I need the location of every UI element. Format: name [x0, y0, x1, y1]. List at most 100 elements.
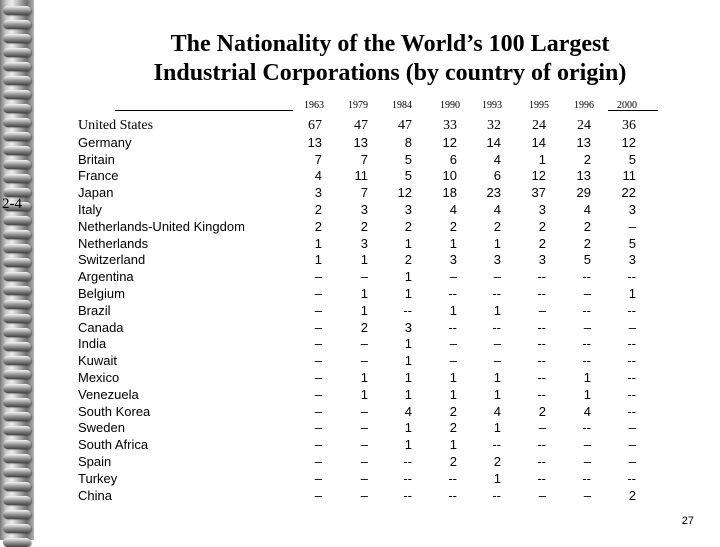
- table-cell: 2: [404, 218, 412, 234]
- binding-ring: [3, 412, 31, 421]
- year-header: 1990: [440, 100, 460, 111]
- table-cell: 2: [449, 420, 457, 436]
- table-cell: –: [583, 454, 591, 469]
- table-cell: –: [449, 353, 457, 369]
- table-cell: 5: [583, 252, 591, 268]
- table-cell: 2: [583, 218, 591, 234]
- table-cell: 1: [449, 437, 457, 453]
- table-cell: –: [628, 454, 636, 469]
- table-cell: 5: [628, 151, 636, 167]
- country-label: Britain: [78, 151, 115, 167]
- table-cell: --: [537, 336, 546, 352]
- binding-ring: [3, 468, 31, 477]
- table-cell: 3: [314, 185, 322, 201]
- table-cell: –: [538, 302, 546, 318]
- table-cell: –: [449, 269, 457, 285]
- table-cell: 8: [404, 134, 412, 150]
- table-cell: 1: [360, 252, 368, 268]
- binding-ring: [3, 300, 31, 309]
- table-cell: 5: [628, 235, 636, 251]
- table-cell: 12: [621, 134, 636, 150]
- year-header: 1963: [304, 100, 324, 111]
- binding-ring: [3, 454, 31, 463]
- table-cell: –: [628, 218, 636, 234]
- table-cell: 1: [404, 269, 412, 285]
- table-cell: 33: [443, 118, 457, 133]
- country-label: Japan: [78, 185, 114, 201]
- table-cell: 13: [307, 134, 322, 150]
- table-cell: 3: [628, 252, 636, 268]
- title-line-1: The Nationality of the World’s 100 Large…: [170, 31, 610, 57]
- table-cell: 4: [493, 202, 501, 217]
- table-cell: 1: [628, 286, 636, 301]
- table-cell: 2: [449, 218, 457, 234]
- table-cell: 18: [442, 185, 457, 201]
- table-cell: 1: [449, 370, 457, 385]
- table-cell: --: [582, 470, 591, 486]
- table-cell: 4: [583, 202, 591, 217]
- table-cell: 14: [486, 134, 501, 150]
- country-label: Spain: [78, 454, 112, 469]
- table-cell: --: [537, 470, 546, 486]
- table-cell: –: [628, 437, 636, 453]
- table-cell: 3: [538, 252, 546, 268]
- table-cell: –: [314, 353, 322, 369]
- country-label: Turkey: [78, 470, 118, 486]
- binding-ring: [3, 286, 31, 295]
- binding-ring: [3, 174, 31, 183]
- table-cell: --: [492, 437, 501, 453]
- table-cell: –: [360, 420, 368, 436]
- binding-ring: [3, 188, 31, 197]
- table-cell: –: [628, 420, 636, 436]
- table-cell: --: [403, 302, 412, 318]
- table-cell: –: [314, 470, 322, 486]
- table-cell: --: [448, 286, 457, 301]
- table-cell: –: [360, 487, 368, 503]
- table-cell: 36: [622, 118, 636, 133]
- header-rule-right: [608, 110, 658, 111]
- table-cell: 23: [486, 185, 501, 201]
- table-cell: 1: [583, 386, 591, 402]
- table-cell: 4: [404, 403, 412, 419]
- binding-ring: [3, 48, 31, 57]
- table-cell: 1: [449, 235, 457, 251]
- table-cell: 67: [308, 118, 322, 133]
- table-cell: –: [360, 403, 368, 419]
- table-cell: –: [314, 269, 322, 285]
- table-cell: --: [403, 487, 412, 503]
- country-label: Kuwait: [78, 353, 118, 369]
- table-cell: 37: [531, 185, 546, 201]
- table-cell: 4: [449, 202, 457, 217]
- table-cell: 1: [360, 370, 368, 385]
- table-cell: 3: [493, 252, 501, 268]
- table-cell: 2: [583, 235, 591, 251]
- page-number: 27: [681, 515, 694, 527]
- binding-ring: [3, 328, 31, 337]
- binding-ring: [3, 6, 31, 15]
- table-cell: 1: [404, 437, 412, 453]
- table-cell: 29: [576, 185, 591, 201]
- binding-ring: [3, 34, 31, 43]
- binding-ring: [3, 146, 31, 155]
- binding-ring: [3, 384, 31, 393]
- side-slide-number: 2-4: [2, 196, 22, 212]
- table-cell: –: [493, 353, 501, 369]
- country-label: Netherlands: [78, 235, 149, 251]
- table-cell: 1: [493, 470, 501, 486]
- table-cell: --: [403, 454, 412, 469]
- table-cell: 5: [404, 168, 412, 184]
- binding-ring: [3, 314, 31, 323]
- binding-ring: [3, 62, 31, 71]
- table-cell: –: [360, 454, 368, 469]
- table-cell: 22: [621, 185, 636, 201]
- country-label: Germany: [78, 134, 132, 150]
- table-cell: 1: [404, 235, 412, 251]
- table-cell: 4: [314, 168, 322, 184]
- table-cell: 1: [360, 286, 368, 301]
- table-cell: 47: [398, 118, 412, 133]
- binding-ring: [3, 244, 31, 253]
- country-label: Sweden: [78, 420, 125, 436]
- table-cell: 1: [449, 386, 457, 402]
- table-cell: 1: [449, 302, 457, 318]
- table-cell: 12: [442, 134, 457, 150]
